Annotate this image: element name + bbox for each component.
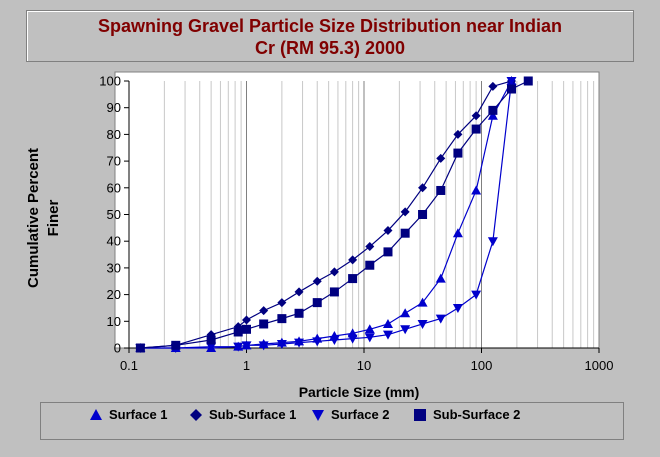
data-point-triangle-up: [382, 318, 393, 328]
data-point-triangle-down: [329, 335, 340, 345]
data-point-triangle-down: [452, 303, 463, 313]
y-tick-label: 60: [107, 180, 121, 195]
data-point-triangle-up: [400, 308, 411, 318]
y-tick-label: 0: [114, 341, 121, 356]
data-point-triangle-down: [382, 330, 393, 340]
data-point-triangle-down: [347, 334, 358, 344]
data-point-diamond: [329, 267, 339, 277]
data-point-square: [312, 298, 322, 308]
data-point-triangle-up: [452, 228, 463, 238]
data-point-triangle-up: [435, 273, 446, 283]
data-point-square: [348, 274, 358, 284]
y-tick-label: 100: [99, 74, 121, 89]
x-tick-label: 100: [471, 358, 493, 373]
data-point-square: [383, 247, 393, 257]
chart-title: Spawning Gravel Particle Size Distributi…: [26, 10, 634, 62]
legend-label: Surface 2: [331, 407, 390, 422]
y-axis-label-line2: Finer: [45, 200, 62, 237]
data-point-square: [453, 148, 463, 158]
data-point-triangle-down: [364, 333, 375, 343]
legend-marker-diamond: [190, 409, 202, 421]
data-point-triangle-down: [258, 341, 269, 351]
data-point-triangle-down: [487, 237, 498, 247]
data-point-square: [259, 319, 269, 329]
data-point-triangle-down: [506, 77, 517, 86]
legend: Surface 1 Sub-Surface 1 Surface 2 Sub-Su…: [40, 402, 624, 440]
data-point-diamond: [312, 276, 322, 286]
data-point-triangle-up: [364, 324, 375, 334]
data-point-square: [523, 76, 533, 86]
chart-canvas: 0 10 20 30 40 50 60 70 80 90 100 0.1 1 10 100 1000: [99, 71, 614, 373]
chart-title-line2: Cr (RM 95.3) 2000: [254, 38, 406, 58]
y-tick-label: 30: [107, 260, 121, 275]
data-point-square: [242, 324, 251, 334]
data-point-square: [365, 260, 375, 270]
data-point-diamond: [294, 287, 304, 297]
data-point-diamond: [242, 315, 251, 325]
y-tick-label: 40: [107, 234, 121, 249]
legend-marker-square: [414, 409, 426, 421]
data-point-diamond: [365, 242, 375, 252]
data-point-diamond: [383, 226, 393, 236]
y-tick-label: 90: [107, 100, 121, 115]
data-point-square: [418, 210, 428, 219]
y-tick-label: 70: [107, 154, 121, 169]
data-point-diamond: [277, 298, 287, 308]
y-axis-label-line1: Cumulative Percent: [25, 148, 42, 288]
data-point-square: [233, 327, 243, 337]
data-point-triangle-down: [233, 342, 244, 352]
data-point-triangle-down: [435, 314, 446, 324]
plot-area: [114, 71, 600, 349]
x-tick-label: 0.1: [120, 358, 138, 373]
x-tick-label: 1: [243, 358, 250, 373]
data-point-diamond: [471, 111, 481, 121]
data-point-diamond: [453, 129, 463, 139]
y-tick-label: 20: [107, 287, 121, 302]
data-point-square: [206, 335, 216, 345]
data-point-diamond: [436, 153, 446, 163]
data-point-triangle-down: [241, 341, 252, 351]
legend-label: Surface 1: [109, 407, 168, 422]
data-point-triangle-down: [312, 337, 323, 347]
legend-marker-triangle-down: [312, 410, 324, 421]
chart-title-line1: Spawning Gravel Particle Size Distributi…: [97, 16, 563, 36]
data-point-diamond: [418, 183, 428, 193]
data-point-diamond: [488, 81, 498, 91]
data-point-diamond: [348, 255, 358, 265]
data-point-diamond: [259, 306, 269, 316]
grid-lines: [128, 81, 600, 348]
y-tick-label: 80: [107, 127, 121, 142]
data-point-square: [135, 343, 145, 353]
data-point-square: [277, 314, 287, 324]
data-point-diamond: [400, 207, 410, 217]
data-point-square: [171, 340, 181, 350]
legend-label: Sub-Surface 1: [209, 407, 297, 422]
data-point-square: [436, 185, 446, 195]
x-tick-label: 10: [357, 358, 371, 373]
y-tick-label: 10: [107, 314, 121, 329]
data-point-triangle-up: [471, 185, 482, 195]
data-point-triangle-down: [417, 319, 428, 329]
data-point-triangle-up: [487, 110, 498, 120]
data-point-triangle-up: [417, 297, 428, 307]
series-markers: [135, 76, 533, 353]
x-axis-label: Particle Size (mm): [298, 384, 420, 400]
data-point-square: [506, 84, 516, 94]
data-point-square: [294, 308, 304, 318]
legend-label: Sub-Surface 2: [433, 407, 521, 422]
y-axis-label: Cumulative Percent Finer: [14, 118, 74, 318]
data-point-triangle-down: [400, 325, 411, 335]
data-point-triangle-down: [294, 338, 305, 348]
data-point-square: [329, 287, 339, 297]
data-point-triangle-down: [276, 339, 287, 349]
data-point-triangle-down: [206, 342, 217, 352]
x-tick-label: 1000: [585, 358, 614, 373]
y-tick-label: 50: [107, 207, 121, 222]
legend-marker-triangle-up: [90, 409, 102, 420]
data-point-square: [400, 228, 410, 238]
data-point-triangle-down: [471, 290, 482, 300]
data-point-square: [488, 105, 498, 115]
data-point-square: [471, 124, 481, 134]
